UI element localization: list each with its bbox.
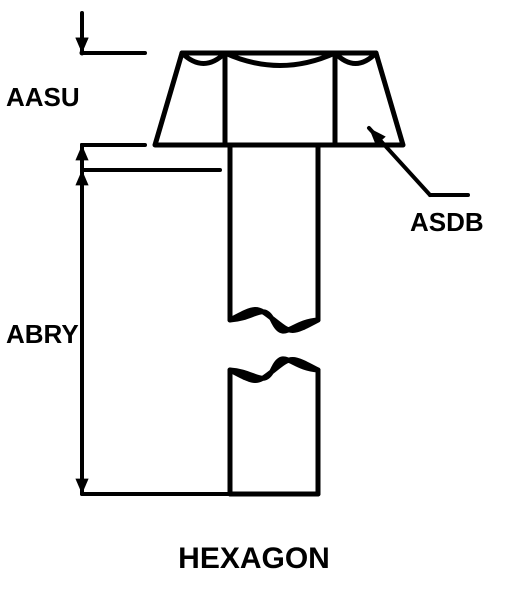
label-title: HEXAGON xyxy=(0,542,508,576)
label-asdb: ASDB xyxy=(410,207,484,238)
label-aasu: AASU xyxy=(6,82,80,113)
label-abry: ABRY xyxy=(6,319,79,350)
